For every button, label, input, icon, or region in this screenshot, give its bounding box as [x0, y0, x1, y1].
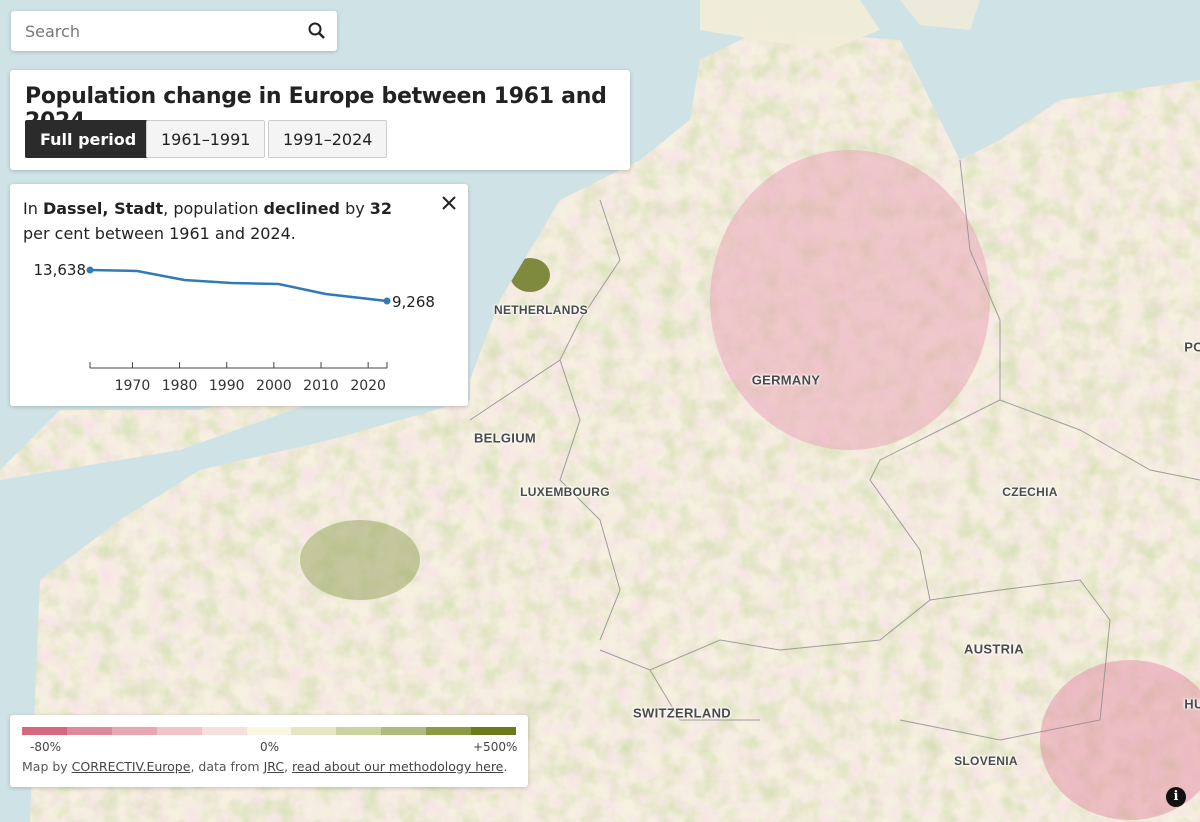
- attribution: Map by CORRECTIV.Europe, data from JRC, …: [22, 759, 508, 774]
- label-poland: PO: [1184, 339, 1200, 355]
- change-percent: 32: [369, 199, 393, 218]
- borders: [469, 159, 1200, 741]
- correctiv-link[interactable]: CORRECTIV.Europe: [71, 759, 191, 774]
- legend-swatch: [201, 727, 247, 735]
- population-line: [89, 268, 388, 303]
- place-info-panel: In Dassel, Stadt, population declined by…: [10, 184, 468, 406]
- jrc-link[interactable]: JRC: [263, 759, 285, 774]
- islands: [700, 0, 980, 50]
- title-panel: Population change in Europe between 1961…: [10, 70, 630, 170]
- label-austria: AUSTRIA: [964, 641, 1024, 657]
- legend-swatch: [336, 727, 382, 735]
- label-slovenia: SLOVENIA: [954, 754, 1018, 768]
- x-axis: 1970 1980 1990 2000 2010 2020: [89, 362, 388, 394]
- label-hungary: HU: [1184, 696, 1200, 712]
- label-belgium: BELGIUM: [473, 430, 537, 446]
- legend-swatch: [156, 727, 202, 735]
- period-1991-2024-button[interactable]: 1991–2024: [268, 120, 388, 158]
- x-tick-label: 2020: [350, 378, 386, 394]
- legend-swatch: [111, 727, 157, 735]
- legend-mid-label: 0%: [260, 740, 280, 754]
- legend-min-label: -80%: [30, 740, 62, 754]
- close-icon[interactable]: [440, 194, 458, 212]
- color-scale: [22, 727, 516, 735]
- label-czechia: CZECHIA: [1002, 485, 1058, 499]
- x-tick-label: 2000: [256, 378, 292, 394]
- legend-swatch: [246, 727, 292, 735]
- period-full-button[interactable]: Full period: [25, 120, 152, 158]
- legend-swatch: [66, 727, 112, 735]
- x-tick-label: 1980: [162, 378, 198, 394]
- legend-swatch: [471, 727, 516, 735]
- legend-swatch: [291, 727, 337, 735]
- end-value-label: 9,268: [392, 293, 435, 311]
- info-icon[interactable]: i: [1166, 787, 1186, 807]
- legend-swatch: [426, 727, 472, 735]
- methodology-link[interactable]: read about our methodology here: [292, 759, 504, 774]
- legend-swatch: [381, 727, 427, 735]
- start-value-label: 13,638: [34, 261, 87, 279]
- population-line-chart: 1970 1980 1990 2000 2010 2020 13,638 9,268: [34, 261, 435, 394]
- label-germany: GERMANY: [751, 372, 821, 388]
- x-tick-label: 1990: [209, 378, 245, 394]
- place-name: Dassel, Stadt: [42, 199, 164, 218]
- legend-panel: -80% 0% +500% Map by CORRECTIV.Europe, d…: [10, 715, 528, 787]
- info-summary: In Dassel, Stadt, population declined by…: [23, 199, 393, 243]
- search-input[interactable]: [23, 21, 297, 42]
- x-tick-label: 2010: [303, 378, 339, 394]
- search-box: [11, 11, 337, 51]
- label-switzerland: SWITZERLAND: [633, 705, 731, 721]
- page-title: Population change in Europe between 1961…: [25, 84, 607, 134]
- legend-max-label: +500%: [473, 740, 518, 754]
- label-netherlands: NETHERLANDS: [494, 303, 588, 317]
- end-point: [383, 297, 391, 305]
- legend-swatch: [22, 727, 67, 735]
- x-tick-label: 1970: [115, 378, 151, 394]
- search-icon[interactable]: [307, 21, 327, 41]
- period-1961-1991-button[interactable]: 1961–1991: [146, 120, 266, 158]
- label-luxembourg: LUXEMBOURG: [520, 485, 610, 499]
- change-direction: declined: [263, 199, 340, 218]
- start-point: [86, 266, 94, 274]
